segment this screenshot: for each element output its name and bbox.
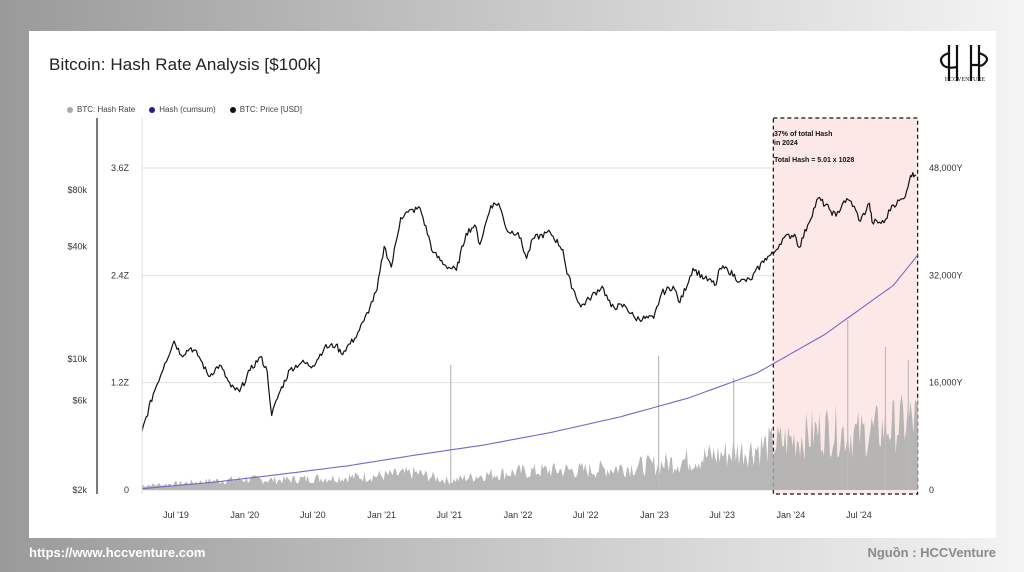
chart-title: Bitcoin: Hash Rate Analysis [$100k] bbox=[49, 55, 321, 74]
annotation-total-hash: Total Hash = 5.01 x 1028 bbox=[774, 157, 854, 164]
tick-labels: $80k $40k $10k $6k $2k 3.6Z 2.4Z 1.2Z 0 48,000Y 32… bbox=[67, 163, 962, 520]
hccventure-logo bbox=[939, 45, 989, 81]
x-tick-label: Jul '23 bbox=[709, 510, 735, 520]
legend-swatch-hash-cumsum bbox=[149, 106, 156, 113]
source-credit: Nguồn : HCCVenture bbox=[867, 545, 996, 560]
hash-tick-label: 3.6Z bbox=[111, 163, 130, 173]
annotations: 37% of total Hash in 2024 Total Hash = 5… bbox=[774, 131, 854, 164]
cumsum-tick-label: 32,000Y bbox=[929, 270, 963, 280]
legend-item-hash-rate[interactable]: BTC: Hash Rate bbox=[67, 105, 135, 114]
legend-item-hash-cumsum[interactable]: Hash (cumsum) bbox=[149, 105, 216, 114]
x-tick-label: Jan '20 bbox=[230, 510, 259, 520]
x-tick-label: Jul '24 bbox=[846, 510, 872, 520]
price-tick-label: $80k bbox=[67, 185, 87, 195]
legend-swatch-price bbox=[229, 106, 236, 113]
cumsum-tick-label: 48,000Y bbox=[929, 163, 963, 173]
legend-swatch-hash-rate bbox=[67, 106, 73, 113]
cumsum-tick-label: 0 bbox=[929, 485, 934, 495]
annotation-share: 37% of total Hash bbox=[774, 131, 832, 138]
x-tick-label: Jan '21 bbox=[367, 510, 396, 520]
x-tick-label: Jul '21 bbox=[436, 510, 462, 520]
x-tick-label: Jan '24 bbox=[777, 510, 806, 520]
x-tick-label: Jan '23 bbox=[640, 510, 669, 520]
hash-tick-label: 0 bbox=[124, 485, 129, 495]
x-tick-label: Jul '20 bbox=[300, 510, 326, 520]
hash-tick-label: 1.2Z bbox=[111, 378, 130, 388]
logo-text: HCCVENTURE bbox=[944, 77, 986, 83]
legend-item-price[interactable]: BTC: Price [USD] bbox=[229, 105, 302, 114]
annotation-year: in 2024 bbox=[774, 140, 798, 147]
hash-rate-area-fill bbox=[142, 394, 918, 490]
hash-tick-label: 2.4Z bbox=[111, 270, 130, 280]
price-tick-label: $6k bbox=[72, 396, 87, 406]
hash-cumsum-line bbox=[141, 254, 919, 490]
price-tick-label: $10k bbox=[67, 354, 87, 364]
legend-label-hash-rate: BTC: Hash Rate bbox=[77, 105, 136, 114]
x-tick-label: Jul '19 bbox=[163, 510, 189, 520]
x-tick-label: Jan '22 bbox=[504, 510, 533, 520]
btc-price-line bbox=[141, 172, 917, 432]
highlight-region-2024 bbox=[772, 117, 919, 495]
chart-legend: BTC: Hash Rate Hash (cumsum) BTC: Price … bbox=[67, 105, 302, 114]
chart-axes bbox=[96, 118, 143, 494]
hash-rate-area bbox=[142, 320, 918, 490]
legend-label-price: BTC: Price [USD] bbox=[239, 105, 302, 114]
legend-label-hash-cumsum: Hash (cumsum) bbox=[159, 105, 216, 114]
cumsum-tick-label: 16,000Y bbox=[929, 378, 963, 388]
x-tick-label: Jul '22 bbox=[573, 510, 599, 520]
website-link[interactable]: https://www.hccventure.com bbox=[29, 545, 206, 560]
price-tick-label: $40k bbox=[67, 241, 87, 251]
price-tick-label: $2k bbox=[72, 485, 87, 495]
